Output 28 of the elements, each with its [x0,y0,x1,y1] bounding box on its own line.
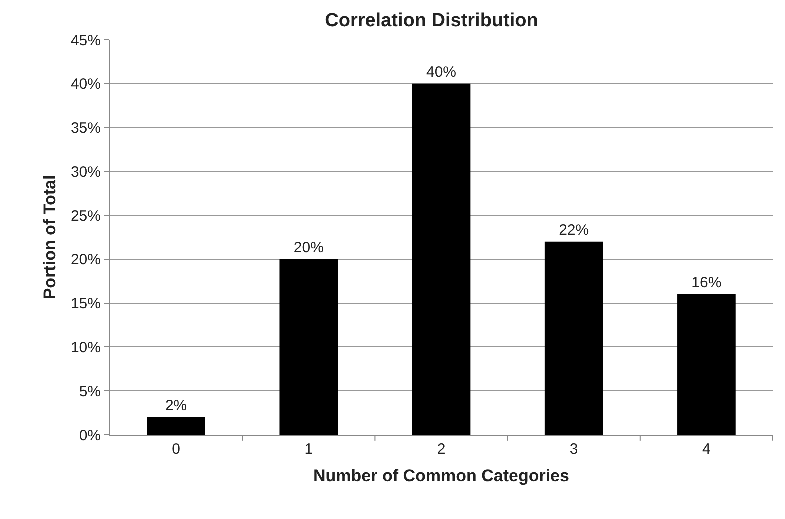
y-tick-label: 15% [70,296,101,313]
x-tick-label: 3 [570,441,578,458]
x-tick-label: 4 [702,441,711,458]
y-tick-label: 10% [70,339,101,356]
y-tick-label: 40% [70,76,101,94]
bar [280,259,338,435]
chart-title: Correlation Distribution [325,10,538,32]
bar [147,417,206,435]
x-tick-label: 0 [172,441,180,458]
y-tick-label: 25% [70,208,101,225]
y-tick-label: 20% [70,252,101,269]
x-axis-title: Number of Common Categories [314,466,570,486]
y-tick-label: 0% [79,427,101,444]
y-tick-label: 5% [79,383,101,400]
y-tick-label: 35% [70,120,101,138]
bar [678,294,736,435]
data-label: 16% [692,274,722,292]
data-label: 20% [294,239,324,256]
bar [544,242,604,435]
data-label: 40% [426,64,457,81]
data-label: 2% [165,397,188,414]
y-axis-title: Portion of Total [40,175,60,300]
y-tick-label: 45% [70,32,101,50]
x-tick-label: 2 [437,441,446,458]
data-label: 22% [559,222,590,239]
x-tick-label: 1 [304,441,314,458]
bar [412,84,471,435]
y-tick-label: 30% [70,164,101,181]
